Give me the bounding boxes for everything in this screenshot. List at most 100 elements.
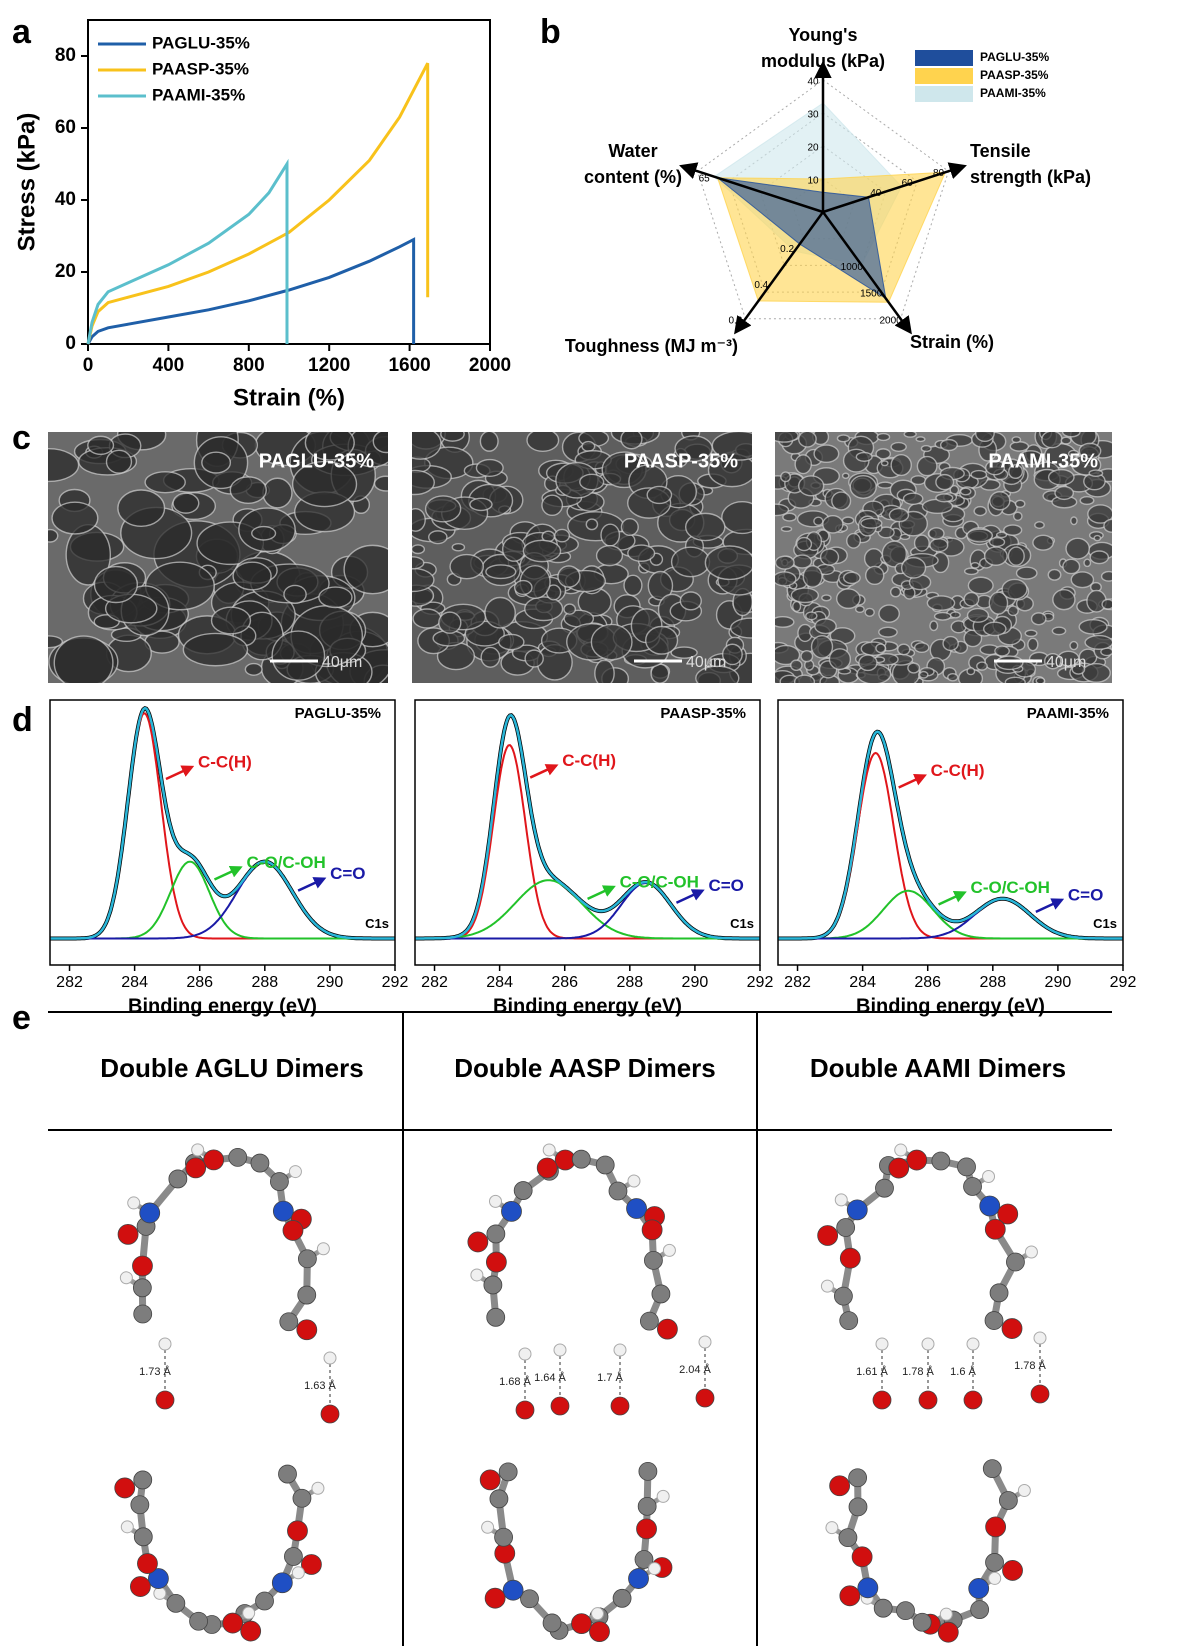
pore [889, 509, 908, 522]
x-tick-label: 292 [382, 974, 409, 991]
atom [985, 1219, 1005, 1239]
atom [907, 1150, 927, 1170]
pore [525, 597, 563, 621]
atom [273, 1201, 293, 1221]
peak-label: C-C(H) [931, 761, 985, 780]
pore [1032, 613, 1046, 625]
pore [803, 566, 822, 587]
atom [137, 1554, 157, 1574]
atom [287, 1521, 307, 1541]
pore [1085, 636, 1113, 650]
atom [613, 1589, 631, 1607]
atom-h [120, 1272, 132, 1284]
pore [647, 486, 671, 503]
pore [930, 621, 938, 630]
radar-tick-label: 1000 [841, 262, 864, 273]
atom [932, 1152, 950, 1170]
atom [134, 1305, 152, 1323]
pore [88, 436, 114, 454]
distance-label: 2.04 Å [679, 1363, 711, 1376]
pore [1090, 551, 1108, 564]
atom [849, 1498, 867, 1516]
spectrum-note: C1s [1093, 916, 1117, 931]
pore [542, 495, 562, 515]
atom-h [835, 1194, 847, 1206]
pore [781, 527, 791, 532]
atom [983, 1460, 1001, 1478]
radar-tick-label: 2000 [879, 315, 902, 326]
pore [202, 452, 231, 473]
radar-tick-label: 80 [933, 168, 945, 179]
pore [525, 650, 543, 667]
pore [984, 622, 1006, 635]
atom [652, 1285, 670, 1303]
atom-o [1031, 1385, 1049, 1403]
pore [965, 568, 978, 574]
scale-label: 40μm [322, 654, 362, 671]
pore [898, 644, 910, 654]
pore [916, 437, 925, 442]
pore [971, 471, 987, 479]
peak-label: C-O/C-OH [620, 872, 699, 891]
pore [902, 558, 926, 578]
x-tick-label: 282 [784, 974, 811, 991]
pore [990, 492, 1010, 510]
page: {"chart_data": [ {"type": "line", "panel… [0, 0, 1182, 1646]
atom-h [967, 1338, 979, 1350]
pore [1014, 512, 1022, 520]
pore [486, 565, 516, 578]
y-tick-label: 40 [55, 189, 76, 210]
pore [705, 546, 754, 579]
radar-tick-label: 65 [699, 173, 711, 184]
image-label: PAASP-35% [624, 450, 738, 472]
pore [628, 545, 655, 561]
pore [968, 609, 989, 623]
pore [1008, 606, 1018, 615]
atom-h [657, 1490, 669, 1502]
pore [861, 518, 882, 528]
atom-h [826, 1522, 838, 1534]
atom-o [589, 1622, 609, 1642]
pore [1052, 627, 1065, 634]
atom-h [940, 1608, 952, 1620]
pore [470, 498, 492, 510]
pore [555, 529, 570, 541]
distance-label: 1.61 Å [856, 1365, 888, 1378]
pore [1028, 638, 1038, 650]
atom [640, 1312, 658, 1330]
atom-h [821, 1280, 833, 1292]
pore [936, 494, 953, 502]
distance-label: 1.64 Å [534, 1371, 566, 1384]
panel-title: PAASP-35% [660, 705, 746, 722]
pore [997, 532, 1007, 537]
pore [245, 664, 262, 676]
pore [806, 612, 817, 620]
atom-o [818, 1226, 838, 1246]
atom-o [611, 1397, 629, 1415]
atom [490, 1490, 508, 1508]
x-tick-label: 1600 [388, 355, 430, 376]
atom [298, 1250, 316, 1268]
pore [776, 556, 794, 569]
pore [985, 547, 1008, 565]
pore [1012, 437, 1020, 443]
pore [915, 643, 929, 653]
pore [481, 647, 499, 667]
x-tick-label: 2000 [469, 355, 511, 376]
pore [284, 585, 306, 603]
pore [842, 517, 853, 524]
pore [686, 513, 725, 540]
pore [1048, 570, 1060, 581]
atom-o [889, 1158, 909, 1178]
radar-axis-label: content (%) [584, 167, 682, 187]
atom-o [156, 1391, 174, 1409]
legend-label: PAASP-35% [980, 68, 1049, 82]
pore [877, 434, 889, 441]
atom-o [964, 1391, 982, 1409]
atom [134, 1471, 152, 1489]
pore [527, 429, 559, 451]
atom-h [922, 1338, 934, 1350]
radar-axis-label: Young's [789, 25, 858, 45]
x-tick-label: 400 [153, 355, 185, 376]
column-header: Double AAMI Dimers [810, 1053, 1066, 1083]
